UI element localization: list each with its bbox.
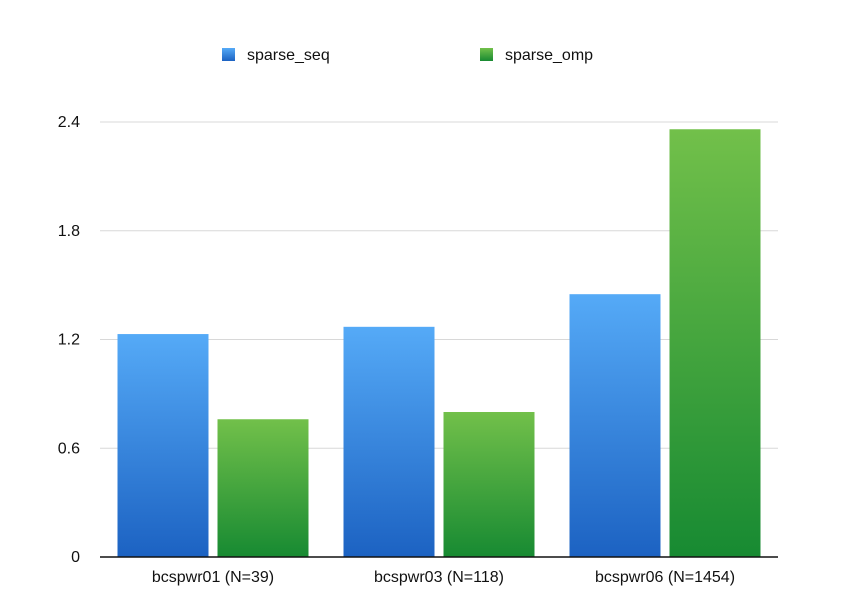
bar-sparse-omp-3 [669, 129, 761, 557]
y-tick-label: 0.6 [58, 440, 80, 457]
y-tick-label: 2.4 [58, 114, 80, 131]
gridlines [100, 121, 778, 449]
x-category-label: bcspwr01 (N=39) [152, 569, 274, 586]
y-tick-label: 1.8 [58, 223, 80, 240]
x-axis: bcspwr01 (N=39) bcspwr03 (N=118) bcspwr06 … [100, 556, 778, 586]
y-tick-label: 0 [71, 549, 80, 566]
bar-sparse-omp-1 [217, 419, 309, 557]
bars [117, 129, 761, 557]
bar-sparse-omp-2 [443, 412, 535, 557]
legend: sparse_seq sparse_omp [222, 47, 593, 64]
bar-sparse-seq-1 [117, 334, 209, 557]
x-category-label: bcspwr06 (N=1454) [595, 569, 735, 586]
legend-swatch-sparse-omp [480, 48, 493, 61]
x-category-label: bcspwr03 (N=118) [374, 569, 504, 586]
y-axis: 0 0.6 1.2 1.8 2.4 [58, 114, 80, 566]
bar-sparse-seq-2 [343, 326, 435, 557]
bar-sparse-seq-3 [569, 294, 661, 557]
legend-swatch-sparse-seq [222, 48, 235, 61]
legend-label-sparse-seq: sparse_seq [247, 47, 330, 64]
y-tick-label: 1.2 [58, 332, 80, 349]
legend-label-sparse-omp: sparse_omp [505, 47, 593, 64]
